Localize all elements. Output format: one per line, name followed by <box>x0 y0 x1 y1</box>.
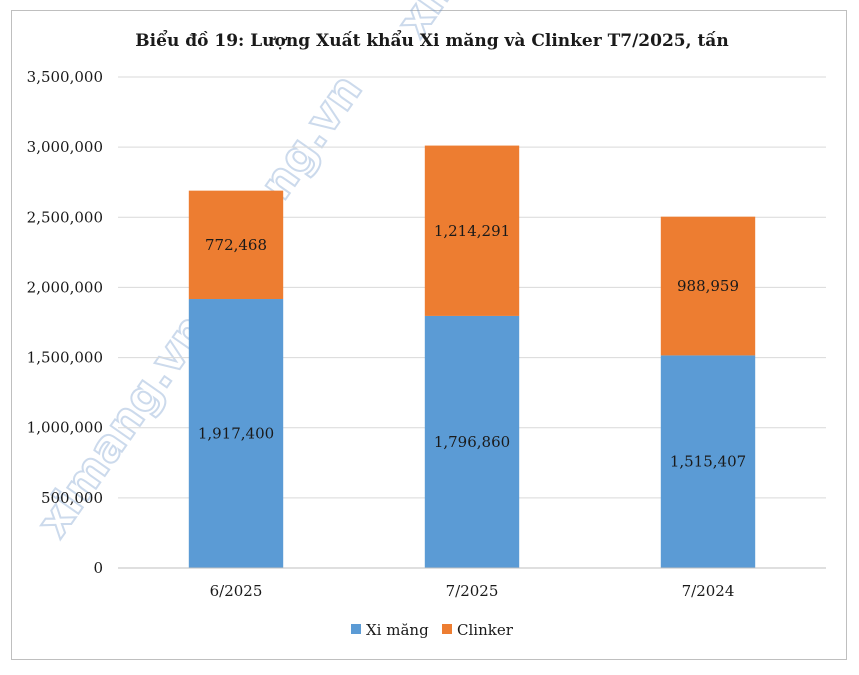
bars <box>188 145 756 568</box>
data-label: 1,515,407 <box>670 453 746 471</box>
legend-swatch-xi-mang <box>351 624 361 634</box>
data-label: 1,214,291 <box>434 222 510 240</box>
x-tick-label: 7/2025 <box>446 582 499 600</box>
data-labels: 1,917,400 772,468 1,796,860 1,214,291 1,515,… <box>198 222 746 471</box>
legend-swatch-clinker <box>442 624 452 634</box>
y-tick-label: 2,000,000 <box>27 278 103 296</box>
legend-label-clinker: Clinker <box>457 621 514 639</box>
y-tick-label: 3,500,000 <box>27 68 103 86</box>
y-tick-label: 1,500,000 <box>27 349 103 367</box>
bar-segment <box>660 355 756 568</box>
y-axis-ticks: 0 500,000 1,000,000 1,500,000 2,000,000 2,500… <box>27 68 103 577</box>
data-label: 772,468 <box>205 236 267 254</box>
bar-segment <box>188 190 284 300</box>
data-label: 988,959 <box>677 277 739 295</box>
y-tick-label: 500,000 <box>41 489 103 507</box>
y-tick-label: 3,000,000 <box>27 138 103 156</box>
x-axis-ticks: 6/2025 7/2025 7/2024 <box>210 582 735 600</box>
bar-segment <box>424 145 520 316</box>
legend: Xi măng Clinker <box>351 621 514 639</box>
x-tick-label: 7/2024 <box>682 582 735 600</box>
y-tick-label: 1,000,000 <box>27 419 103 437</box>
legend-label-xi-mang: Xi măng <box>366 621 429 639</box>
y-tick-label: 0 <box>93 559 103 577</box>
data-label: 1,917,400 <box>198 425 274 443</box>
bar-segment <box>188 299 284 568</box>
y-tick-label: 2,500,000 <box>27 208 103 226</box>
bar-segment <box>424 315 520 568</box>
data-label: 1,796,860 <box>434 433 510 451</box>
chart-title: Biểu đồ 19: Lượng Xuất khẩu Xi măng và C… <box>135 29 728 51</box>
x-tick-label: 6/2025 <box>210 582 263 600</box>
bar-segment <box>660 216 756 356</box>
